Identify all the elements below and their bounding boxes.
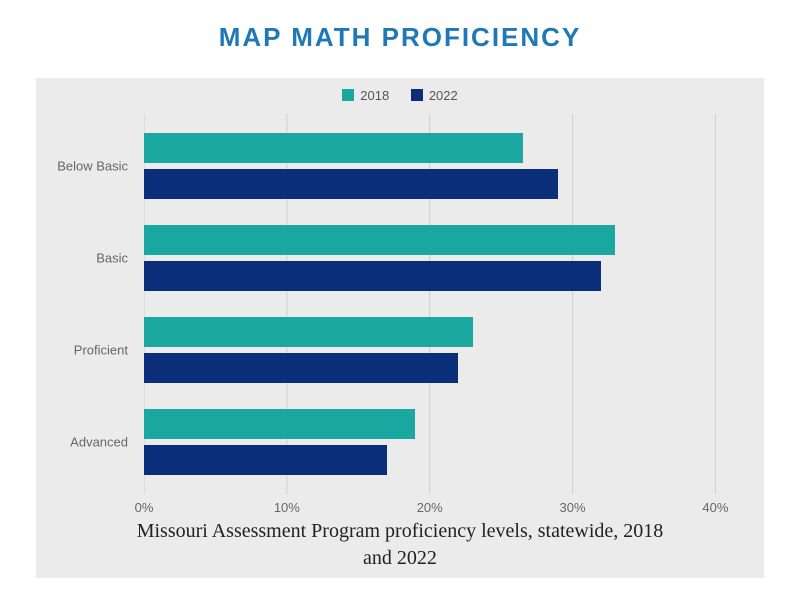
page: MAP MATH PROFICIENCY 2018 2022 Missouri … bbox=[0, 0, 800, 600]
bar-2022-proficient bbox=[144, 353, 458, 383]
legend-label-2022: 2022 bbox=[429, 88, 458, 103]
x-tick-label: 20% bbox=[417, 500, 443, 515]
bar-2022-below-basic bbox=[144, 169, 558, 199]
legend: 2018 2022 bbox=[36, 88, 764, 103]
y-category-label: Proficient bbox=[36, 343, 136, 358]
plot-area bbox=[144, 114, 744, 494]
x-tick-label: 30% bbox=[560, 500, 586, 515]
chart-card: 2018 2022 Missouri Assessment Program pr… bbox=[36, 78, 764, 578]
legend-label-2018: 2018 bbox=[360, 88, 389, 103]
y-category-label: Basic bbox=[36, 251, 136, 266]
bar-2022-advanced bbox=[144, 445, 387, 475]
x-tick-label: 0% bbox=[135, 500, 154, 515]
bar-2018-basic bbox=[144, 225, 615, 255]
bar-2022-basic bbox=[144, 261, 601, 291]
chart-title: MAP MATH PROFICIENCY bbox=[0, 0, 800, 53]
y-category-label: Advanced bbox=[36, 435, 136, 450]
legend-swatch-2022 bbox=[411, 89, 423, 101]
y-category-label: Below Basic bbox=[36, 159, 136, 174]
x-tick-label: 40% bbox=[702, 500, 728, 515]
chart-caption: Missouri Assessment Program proficiency … bbox=[36, 518, 764, 572]
x-tick-label: 10% bbox=[274, 500, 300, 515]
bar-2018-below-basic bbox=[144, 133, 523, 163]
legend-swatch-2018 bbox=[342, 89, 354, 101]
bar-2018-proficient bbox=[144, 317, 473, 347]
caption-line2: and 2022 bbox=[363, 547, 437, 569]
bar-2018-advanced bbox=[144, 409, 415, 439]
caption-line1: Missouri Assessment Program proficiency … bbox=[137, 520, 664, 542]
